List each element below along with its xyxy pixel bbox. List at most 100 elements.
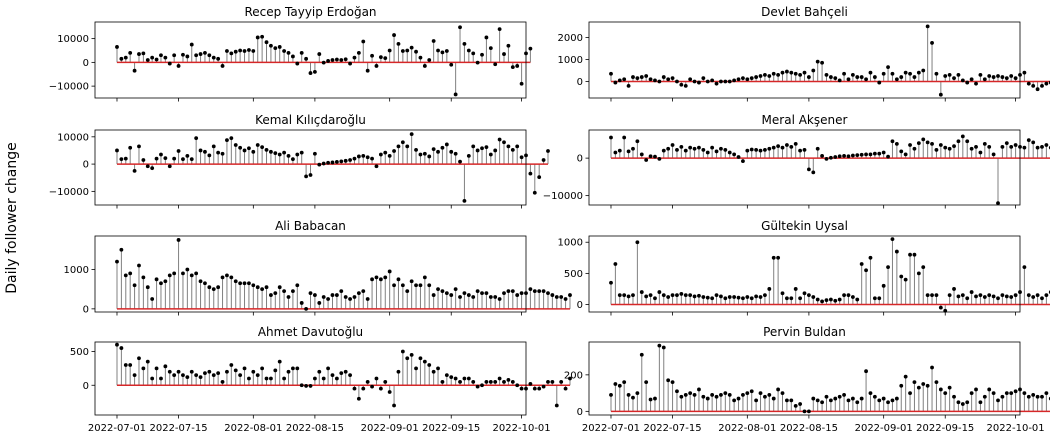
stem-marker	[519, 81, 524, 86]
stem-marker	[683, 293, 688, 298]
stem-marker	[644, 158, 649, 162]
stem-marker	[189, 157, 194, 162]
stem-marker	[119, 56, 124, 61]
stem-marker	[1026, 81, 1031, 86]
stem-marker	[361, 289, 366, 294]
stem-marker	[207, 53, 212, 58]
stem-marker	[321, 295, 326, 299]
stem-marker	[488, 295, 493, 299]
stem-marker	[1040, 83, 1044, 88]
stem-marker	[1035, 394, 1040, 399]
stem-marker	[943, 145, 948, 150]
stem-marker	[644, 74, 649, 78]
stem-marker	[405, 356, 410, 361]
stem-marker	[719, 294, 723, 299]
stem-marker	[864, 268, 868, 273]
stem-marker	[741, 296, 745, 301]
stem-marker	[339, 371, 344, 375]
stem-marker	[1009, 74, 1014, 78]
stem-marker	[519, 386, 524, 391]
stem-marker	[458, 379, 462, 384]
stem-marker	[269, 43, 273, 48]
stem-marker	[488, 152, 493, 157]
stem-marker	[119, 346, 124, 350]
stem-marker	[216, 56, 221, 61]
stem-marker	[872, 75, 877, 79]
stem-marker	[150, 55, 155, 60]
stem-marker	[626, 149, 631, 154]
stem-marker	[952, 76, 956, 81]
stem-marker	[554, 295, 559, 299]
stem-marker	[546, 291, 550, 295]
stem-marker	[493, 62, 498, 67]
stem-marker	[802, 70, 807, 75]
stem-marker	[264, 285, 269, 290]
stem-marker	[405, 48, 410, 53]
stem-marker	[679, 394, 684, 399]
stem-marker	[466, 154, 471, 158]
stem-marker	[653, 154, 657, 159]
stem-marker	[613, 150, 618, 155]
stem-marker	[321, 161, 326, 166]
stem-marker	[225, 369, 229, 374]
stem-marker	[653, 396, 657, 401]
stem-marker	[648, 154, 653, 159]
stem-marker	[554, 403, 559, 408]
stem-marker	[1035, 145, 1040, 150]
stem-marker	[475, 384, 480, 389]
stem-marker	[194, 53, 199, 58]
stem-marker	[771, 145, 776, 150]
stem-marker	[154, 277, 159, 282]
stem-marker	[947, 72, 952, 77]
stem-marker	[714, 81, 719, 86]
stem-marker	[749, 389, 754, 394]
stem-marker	[894, 396, 899, 401]
stem-marker	[378, 152, 383, 157]
stem-marker	[613, 80, 618, 85]
stem-marker	[440, 379, 445, 384]
stem-marker	[137, 263, 141, 268]
stem-marker	[745, 391, 750, 395]
stem-marker	[1044, 143, 1049, 147]
stem-marker	[229, 275, 234, 280]
stem-marker	[648, 77, 653, 82]
stem-marker	[1013, 143, 1018, 147]
stem-marker	[484, 35, 489, 40]
stem-marker	[387, 48, 392, 53]
stem-marker	[723, 147, 728, 152]
stem-marker	[339, 159, 344, 164]
stem-marker	[609, 280, 613, 285]
stem-marker	[811, 396, 816, 401]
stem-marker	[242, 281, 247, 286]
stem-marker	[767, 74, 772, 78]
stem-marker	[277, 359, 282, 364]
stem-marker	[635, 391, 640, 395]
stem-marker	[1009, 144, 1014, 149]
stem-marker	[440, 50, 445, 55]
panel-6: Ahmet Davutoğlu 0 500 2022-07-01 2022-07-15 2…	[70, 325, 572, 434]
stem-marker	[912, 146, 917, 151]
stem-marker	[666, 146, 671, 151]
stem-marker	[361, 39, 366, 44]
stem-marker	[789, 144, 794, 149]
stem-marker	[785, 398, 789, 403]
stem-marker	[1040, 394, 1044, 399]
stem-marker	[723, 296, 728, 301]
stem-marker	[123, 156, 128, 161]
stem-marker	[934, 380, 939, 385]
stem-marker	[123, 363, 128, 367]
stem-marker	[974, 144, 978, 149]
stem-marker	[960, 402, 965, 406]
stem-marker	[806, 409, 811, 414]
panel-title: Ali Babacan	[275, 219, 346, 233]
stem-marker	[299, 383, 304, 388]
stem-marker	[960, 134, 965, 139]
stem-marker	[987, 387, 992, 392]
stem-marker	[745, 148, 750, 153]
stem-marker	[449, 149, 454, 154]
stem-marker	[886, 65, 890, 70]
stem-marker	[727, 150, 732, 155]
stem-marker	[956, 294, 961, 299]
stem-marker	[537, 289, 542, 294]
stem-marker	[921, 265, 926, 270]
